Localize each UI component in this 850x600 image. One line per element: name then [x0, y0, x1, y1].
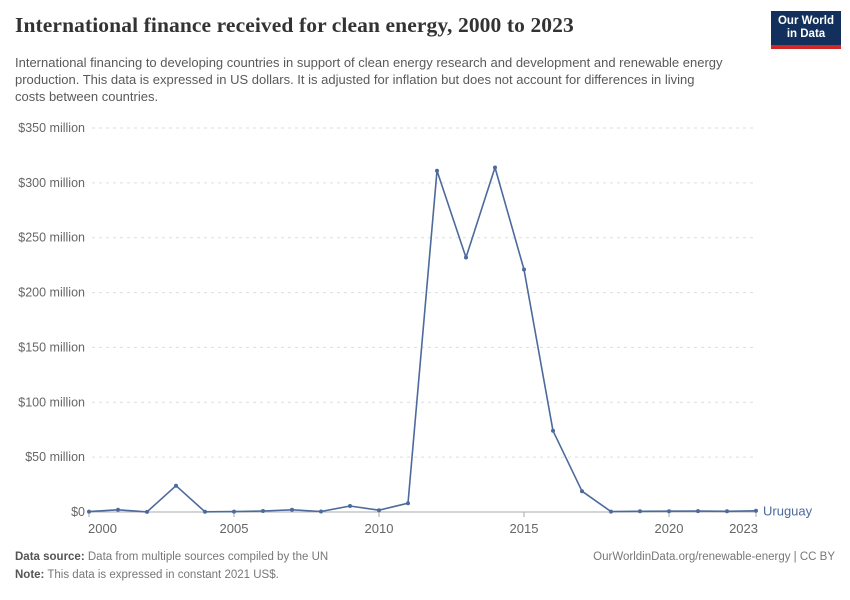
x-axis-labels: 2000 2005 2010 2015 2020 2023	[88, 512, 758, 536]
chart-canvas[interactable]: $0 $50 million $100 million $150 million $20…	[0, 110, 850, 540]
svg-text:$200 million: $200 million	[18, 286, 85, 300]
page-title: International finance received for clean…	[15, 13, 574, 37]
owid-logo-line2: in Data	[786, 28, 826, 40]
svg-text:$300 million: $300 million	[18, 176, 85, 190]
svg-text:2020: 2020	[655, 521, 684, 536]
svg-text:$50 million: $50 million	[25, 450, 85, 464]
data-source-line: Data source: Data from multiple sources …	[15, 548, 328, 566]
entity-label-uruguay[interactable]: Uruguay	[763, 503, 813, 518]
chart-header: International finance received for clean…	[15, 11, 841, 49]
note-label: Note:	[15, 569, 45, 581]
svg-text:2023: 2023	[729, 521, 758, 536]
note-line: Note: This data is expressed in constant…	[15, 569, 279, 581]
chart-footer: Data source: Data from multiple sources …	[15, 548, 835, 584]
svg-text:2015: 2015	[510, 521, 539, 536]
y-axis-labels: $0 $50 million $100 million $150 million $20…	[18, 121, 85, 519]
svg-text:2010: 2010	[365, 521, 394, 536]
owid-logo[interactable]: Our World in Data	[771, 11, 841, 49]
chart-area: $0 $50 million $100 million $150 million $20…	[0, 110, 850, 540]
svg-text:$250 million: $250 million	[18, 231, 85, 245]
note-text: This data is expressed in constant 2021 …	[44, 569, 279, 581]
series-line-uruguay	[88, 166, 757, 513]
data-source-text: Data from multiple sources compiled by t…	[84, 551, 329, 563]
chart-subtitle: International financing to developing co…	[15, 55, 723, 104]
series-points-uruguay[interactable]	[87, 165, 758, 514]
credit-link[interactable]: OurWorldinData.org/renewable-energy | CC…	[593, 551, 835, 563]
svg-text:$150 million: $150 million	[18, 340, 85, 354]
svg-text:$350 million: $350 million	[18, 121, 85, 135]
svg-text:2000: 2000	[88, 521, 117, 536]
owid-logo-line1: Our World	[777, 14, 834, 27]
svg-text:$100 million: $100 million	[18, 395, 85, 409]
svg-text:$0: $0	[71, 505, 85, 519]
data-source-label: Data source:	[15, 551, 85, 563]
svg-text:2005: 2005	[220, 521, 249, 536]
y-gridlines	[89, 127, 756, 513]
